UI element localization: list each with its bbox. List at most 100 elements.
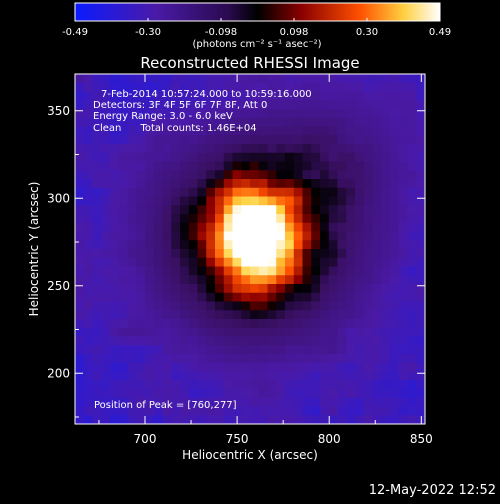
heatmap-cell xyxy=(337,249,347,259)
heatmap-cell xyxy=(267,415,277,424)
heatmap-cell xyxy=(75,109,85,119)
heatmap-cell xyxy=(241,415,251,424)
heatmap-cell xyxy=(188,82,199,93)
heatmap-cell xyxy=(337,100,347,110)
heatmap-cell xyxy=(302,205,312,215)
heatmap-cell xyxy=(250,214,260,224)
heatmap-cell xyxy=(320,152,330,163)
heatmap-cell xyxy=(302,117,312,128)
heatmap-cell xyxy=(171,406,181,416)
heatmap-cell xyxy=(101,152,111,163)
heatmap-cell xyxy=(83,179,94,189)
peak-position-label: Position of Peak = [760,277] xyxy=(94,400,237,411)
heatmap-cell xyxy=(372,214,382,224)
heatmap-cell xyxy=(355,336,365,346)
heatmap-cell xyxy=(241,397,251,408)
heatmap-cell xyxy=(320,170,330,180)
heatmap-cell xyxy=(92,109,102,119)
heatmap-cell xyxy=(110,284,120,294)
heatmap-cell xyxy=(407,397,417,408)
heatmap-cell xyxy=(241,292,251,303)
heatmap-cell xyxy=(355,74,365,84)
heatmap-cell xyxy=(110,205,120,215)
heatmap-cell xyxy=(293,126,304,136)
heatmap-cell xyxy=(188,196,199,206)
heatmap-cell xyxy=(83,205,94,215)
heatmap-cell xyxy=(215,196,225,206)
heatmap-cell xyxy=(232,240,242,250)
heatmap-cell xyxy=(180,327,190,338)
heatmap-cell xyxy=(136,126,146,136)
heatmap-cell xyxy=(363,257,374,268)
heatmap-cell xyxy=(250,257,260,268)
heatmap-cell xyxy=(241,266,251,276)
heatmap-cell xyxy=(285,100,295,110)
heatmap-cell xyxy=(346,257,356,268)
heatmap-cell xyxy=(381,275,391,285)
heatmap-cell xyxy=(416,354,425,364)
heatmap-cell xyxy=(363,380,374,390)
heatmap-cell xyxy=(355,170,365,180)
heatmap-cell xyxy=(355,126,365,136)
heatmap-cell xyxy=(92,345,102,355)
heatmap-cell xyxy=(241,91,251,101)
heatmap-cell xyxy=(258,380,269,390)
heatmap-cell xyxy=(180,371,190,381)
heatmap-cell xyxy=(92,371,102,381)
heatmap-cell xyxy=(171,284,181,294)
heatmap-cell xyxy=(215,179,225,189)
heatmap-cell xyxy=(302,284,312,294)
heatmap-cell xyxy=(390,249,400,259)
heatmap-cell xyxy=(215,82,225,93)
heatmap-cell xyxy=(171,205,181,215)
heatmap-cell xyxy=(381,257,391,268)
heatmap-cell xyxy=(127,135,137,145)
heatmap-cell xyxy=(328,336,339,346)
heatmap-cell xyxy=(390,222,400,233)
heatmap-cell xyxy=(372,126,382,136)
heatmap-cell xyxy=(206,397,216,408)
heatmap-cell xyxy=(355,187,365,198)
heatmap-cell xyxy=(267,336,277,346)
heatmap-cell xyxy=(416,187,425,198)
heatmap-cell xyxy=(285,117,295,128)
heatmap-cell xyxy=(180,362,190,373)
heatmap-cell xyxy=(101,319,111,329)
heatmap-cell xyxy=(258,196,269,206)
heatmap-cell xyxy=(197,354,207,364)
heatmap-cell xyxy=(145,205,155,215)
heatmap-cell xyxy=(250,100,260,110)
heatmap-cell xyxy=(363,205,374,215)
heatmap-cell xyxy=(110,74,120,84)
plot-frame xyxy=(74,73,426,425)
heatmap-cell xyxy=(136,397,146,408)
heatmap-cell xyxy=(180,397,190,408)
heatmap-cell xyxy=(197,327,207,338)
heatmap-cell xyxy=(337,91,347,101)
heatmap-cell xyxy=(276,126,286,136)
heatmap-cell xyxy=(118,354,129,364)
heatmap-cell xyxy=(223,222,234,233)
heatmap-cell xyxy=(110,389,120,399)
heatmap-cell xyxy=(346,109,356,119)
heatmap-cell xyxy=(293,179,304,189)
heatmap-cell xyxy=(372,257,382,268)
x-tick-label: 850 xyxy=(410,432,433,446)
heatmap-cell xyxy=(232,205,242,215)
heatmap-cell xyxy=(381,292,391,303)
heatmap-cell xyxy=(232,406,242,416)
heatmap-cell xyxy=(381,187,391,198)
heatmap-cell xyxy=(197,126,207,136)
heatmap-cell xyxy=(153,266,164,276)
heatmap-cell xyxy=(223,275,234,285)
heatmap-cell xyxy=(145,310,155,320)
heatmap-cell xyxy=(241,100,251,110)
heatmap-cell xyxy=(337,319,347,329)
heatmap-cell xyxy=(110,310,120,320)
heatmap-cell xyxy=(118,222,129,233)
heatmap-cell xyxy=(232,389,242,399)
heatmap-cell xyxy=(337,327,347,338)
heatmap-cell xyxy=(328,135,339,145)
heatmap-cell xyxy=(258,100,269,110)
heatmap-cell xyxy=(320,117,330,128)
